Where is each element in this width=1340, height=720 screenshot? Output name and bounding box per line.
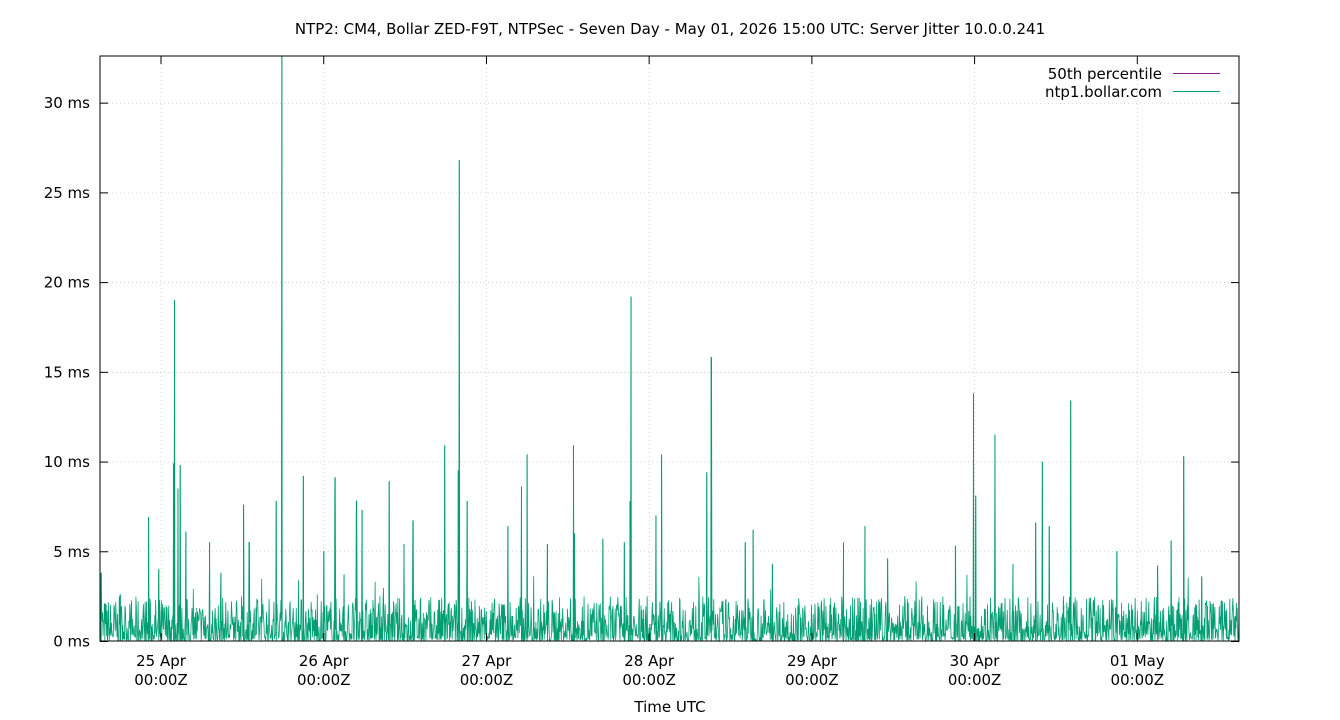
legend-label-50th-percentile: 50th percentile bbox=[1048, 65, 1162, 83]
x-tick-label-time: 00:00Z bbox=[1111, 671, 1165, 689]
x-axis-label: Time UTC bbox=[633, 698, 705, 716]
y-tick-label: 10 ms bbox=[44, 453, 90, 471]
x-tick-label-date: 26 Apr bbox=[299, 652, 350, 670]
series-line-ntp1-bollar bbox=[99, 55, 1240, 643]
legend: 50th percentile ntp1.bollar.com bbox=[1045, 65, 1220, 101]
y-tick-label: 20 ms bbox=[44, 274, 90, 292]
x-tick-label-time: 00:00Z bbox=[134, 671, 188, 689]
y-tick-label: 0 ms bbox=[53, 633, 90, 651]
x-tick-label-date: 01 May bbox=[1110, 652, 1165, 670]
x-tick-label-date: 30 Apr bbox=[950, 652, 1001, 670]
legend-label-ntp1-bollar: ntp1.bollar.com bbox=[1045, 83, 1162, 101]
y-tick-label: 25 ms bbox=[44, 184, 90, 202]
plot-frame bbox=[99, 55, 1240, 642]
x-tick-label-date: 28 Apr bbox=[624, 652, 675, 670]
grid-lines bbox=[100, 56, 1239, 641]
x-tick-label-date: 25 Apr bbox=[136, 652, 187, 670]
chart-title: NTP2: CM4, Bollar ZED-F9T, NTPSec - Seve… bbox=[295, 20, 1045, 38]
x-tick-label-time: 00:00Z bbox=[948, 671, 1002, 689]
y-tick-label: 5 ms bbox=[53, 543, 90, 561]
plot-area-series bbox=[99, 55, 1240, 643]
y-tick-label: 15 ms bbox=[44, 363, 90, 381]
x-tick-label-date: 27 Apr bbox=[462, 652, 513, 670]
y-tick-label: 30 ms bbox=[44, 94, 90, 112]
x-tick-label-time: 00:00Z bbox=[785, 671, 839, 689]
x-tick-label-time: 00:00Z bbox=[460, 671, 514, 689]
x-tick-label-time: 00:00Z bbox=[297, 671, 351, 689]
x-tick-label-date: 29 Apr bbox=[787, 652, 838, 670]
x-tick-label-time: 00:00Z bbox=[622, 671, 676, 689]
